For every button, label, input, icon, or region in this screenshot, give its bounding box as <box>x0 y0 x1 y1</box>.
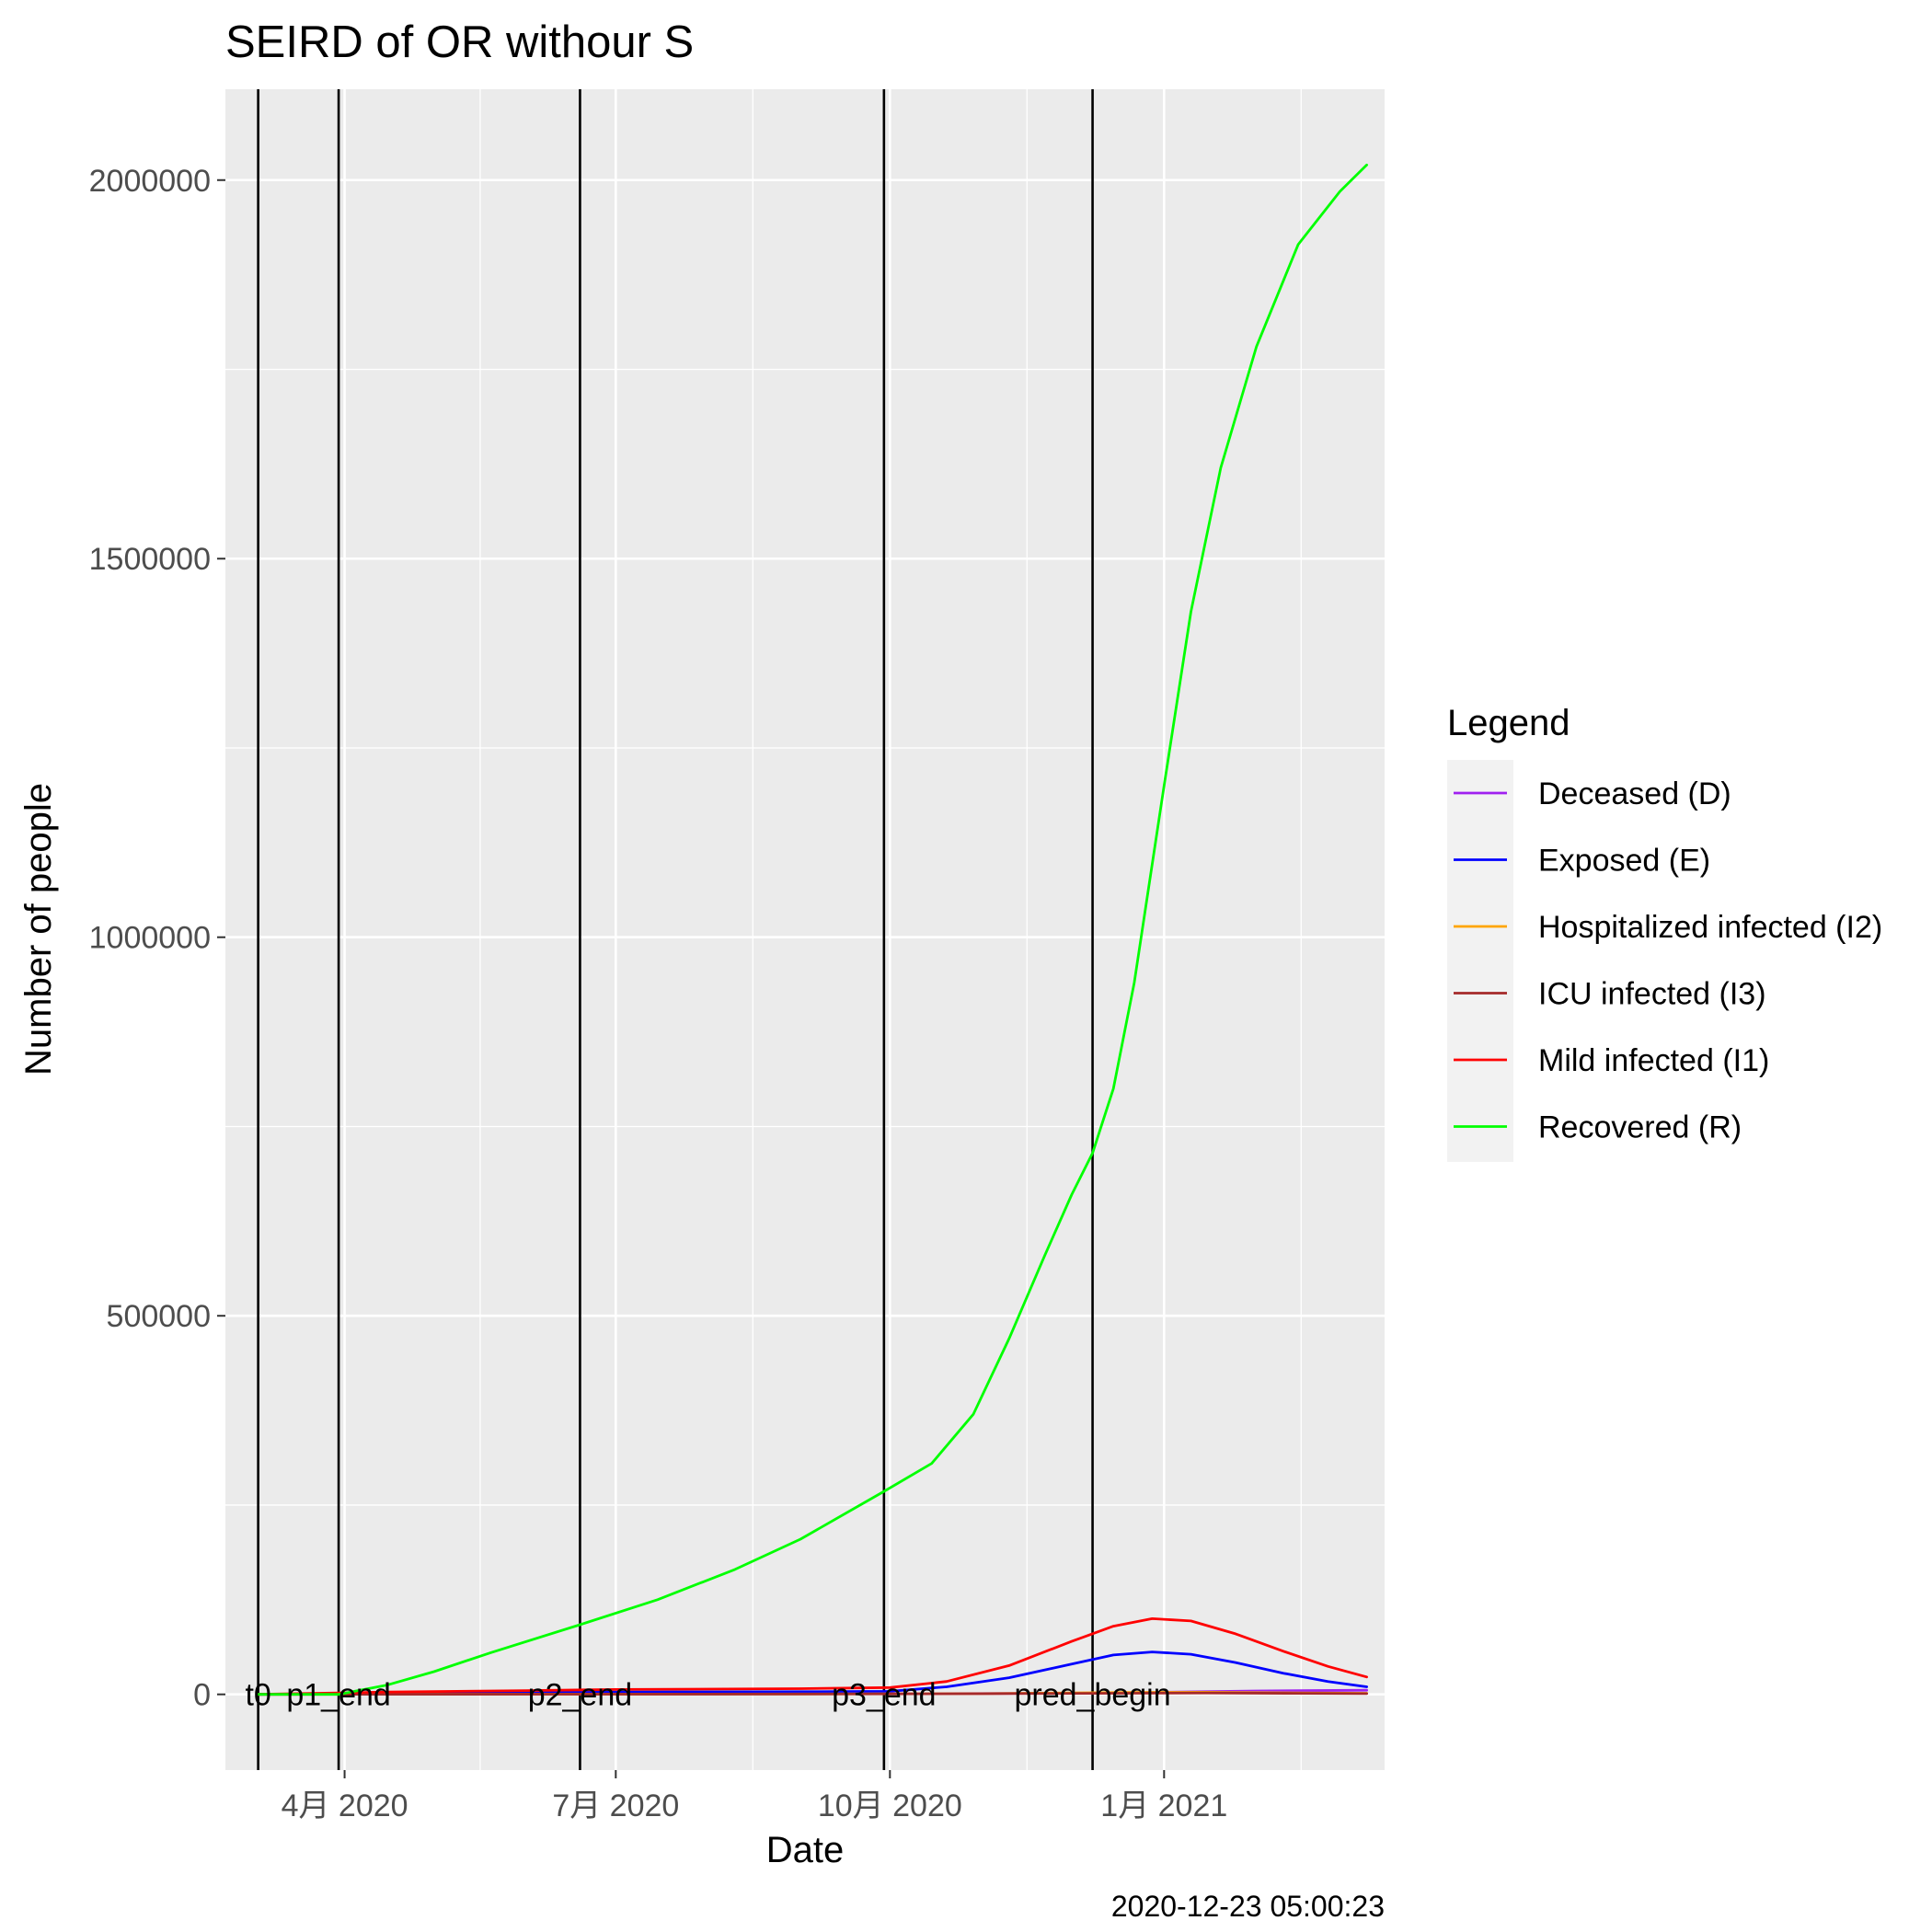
series-line <box>257 1650 1368 1696</box>
series-line <box>257 1617 1368 1696</box>
vertical-marker-label: pred_begin <box>1014 1678 1170 1713</box>
series-line <box>257 163 1368 1696</box>
legend-label: Hospitalized infected (I2) <box>1538 910 1882 945</box>
y-tick-label: 0 <box>193 1678 211 1713</box>
legend-label: Deceased (D) <box>1538 776 1731 811</box>
y-tick-label: 500000 <box>107 1299 211 1334</box>
vertical-marker-label: p2_end <box>528 1678 632 1713</box>
vertical-marker-label: t0 <box>245 1678 270 1713</box>
series-line <box>257 1691 1368 1696</box>
vertical-marker-labels: t0 p1_end p2_end p3_end pred_begin <box>245 1678 1170 1713</box>
series-lines <box>257 163 1368 1696</box>
chart-title: SEIRD of OR withour S <box>225 17 694 67</box>
timestamp-caption: 2020-12-23 05:00:23 <box>1111 1890 1385 1923</box>
x-tick-label: 4月 2020 <box>282 1788 408 1823</box>
axis-ticks: 0 500000 1000000 1500000 2000000 4月 2020 7月 20… <box>89 164 1228 1823</box>
legend-label: Mild infected (I1) <box>1538 1043 1769 1078</box>
vertical-marker-label: p1_end <box>286 1678 390 1713</box>
x-tick-label: 7月 2020 <box>552 1788 679 1823</box>
grid-lines <box>225 89 1385 1770</box>
y-tick-label: 2000000 <box>89 164 211 199</box>
x-axis-title: Date <box>766 1830 845 1870</box>
vertical-markers <box>257 89 1094 1770</box>
plot-panel <box>225 89 1385 1770</box>
legend-key-background <box>1447 760 1513 1162</box>
y-axis-title: Number of people <box>18 783 59 1075</box>
x-tick-label: 10月 2020 <box>818 1788 962 1823</box>
x-tick-label: 1月 2021 <box>1100 1788 1227 1823</box>
y-tick-label: 1500000 <box>89 542 211 577</box>
legend-label: Recovered (R) <box>1538 1110 1742 1145</box>
legend-label: ICU infected (I3) <box>1538 977 1766 1012</box>
legend-label: Exposed (E) <box>1538 844 1710 879</box>
vertical-marker-label: p3_end <box>832 1678 936 1713</box>
y-tick-label: 1000000 <box>89 921 211 956</box>
legend-title: Legend <box>1447 703 1570 743</box>
legend: Legend Deceased (D) Exposed (E) Hospitaliz… <box>1447 703 1882 1162</box>
legend-items: Deceased (D) Exposed (E) Hospitalized infe… <box>1454 776 1882 1145</box>
